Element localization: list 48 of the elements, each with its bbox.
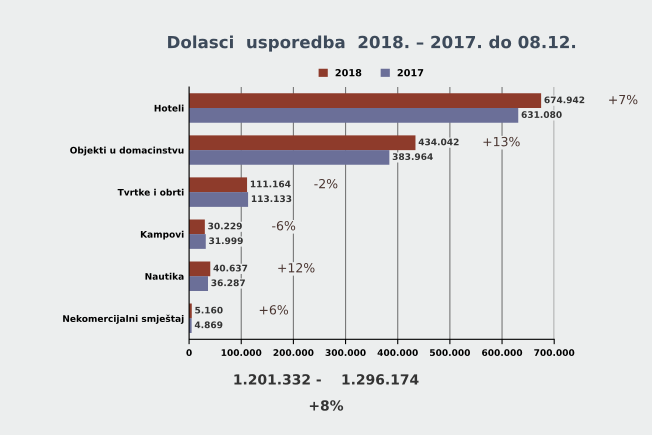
legend-label: 2017 xyxy=(398,69,424,76)
bar xyxy=(189,192,248,207)
chart-title: Dolasci usporedba 2018. – 2017. do 08.12. xyxy=(168,35,576,52)
data-label: 5.160 xyxy=(195,306,223,314)
x-tick-label: 700.000 xyxy=(534,349,574,356)
y-tick-label: Nautika xyxy=(145,272,184,280)
annotation: -6% xyxy=(272,220,296,230)
annotation: +12% xyxy=(278,263,315,272)
data-label: 4.869 xyxy=(194,321,222,328)
x-tick-label: 0 xyxy=(186,349,192,356)
bar xyxy=(189,177,248,192)
y-tick-label: Tvrtke i obrti xyxy=(118,188,184,196)
bar xyxy=(189,304,192,318)
y-tick-label: Hoteli xyxy=(154,104,184,112)
annotation: +6% xyxy=(260,305,288,315)
x-tick-label: 300.000 xyxy=(326,349,366,356)
bar xyxy=(189,276,208,291)
x-tick-label: 600.000 xyxy=(482,349,522,356)
bar xyxy=(189,108,518,123)
text: +7% xyxy=(609,94,638,104)
bar xyxy=(189,219,205,234)
data-label: 674.942 xyxy=(544,96,584,104)
text: 1.201.332 - 1.296.174 xyxy=(234,374,419,385)
data-label: 30.229 xyxy=(208,222,242,230)
data-label: 40.637 xyxy=(213,264,248,272)
legend-label: 2018 xyxy=(336,69,362,76)
data-label: 113.133 xyxy=(252,195,292,202)
bar xyxy=(189,93,542,108)
data-label: 31.999 xyxy=(209,237,243,244)
annotation: +13% xyxy=(483,136,520,146)
y-tick-label: Kampovi xyxy=(140,230,184,240)
x-tick-label: 100.000 xyxy=(222,349,262,356)
bar xyxy=(189,135,416,150)
data-label: 383.964 xyxy=(392,153,433,160)
data-label: 111.164 xyxy=(250,180,291,188)
annotation: -2% xyxy=(314,178,338,188)
bar xyxy=(189,262,210,276)
x-tick-label: 400.000 xyxy=(378,349,418,356)
data-label: 434.042 xyxy=(418,138,459,146)
bar xyxy=(189,150,390,165)
data-label: 631.080 xyxy=(522,111,562,118)
x-tick-label: 500.000 xyxy=(430,349,470,356)
text: +8% xyxy=(310,400,344,411)
data-label: 36.287 xyxy=(211,279,245,286)
y-tick-label: Objekti u domacinstvu xyxy=(70,146,184,156)
y-tick-label: Nekomercijalni smještaj xyxy=(63,314,184,324)
x-tick-label: 200.000 xyxy=(274,349,314,356)
bar xyxy=(189,234,206,249)
